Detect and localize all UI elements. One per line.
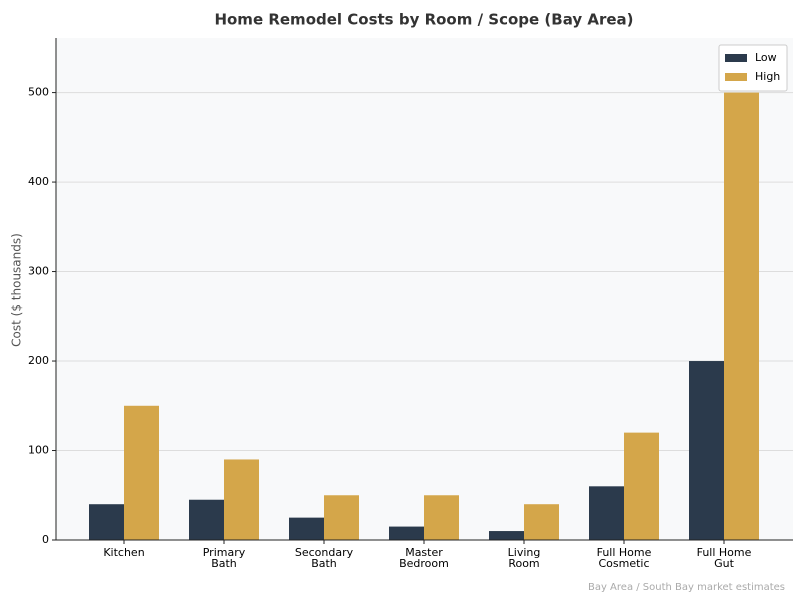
y-tick-label: 500 — [28, 86, 49, 99]
chart-title: Home Remodel Costs by Room / Scope (Bay … — [214, 11, 633, 29]
x-tick-label: Primary Bath — [203, 546, 246, 570]
bar — [724, 92, 759, 541]
x-tick-label: Living Room — [508, 546, 541, 570]
plot-area — [56, 38, 793, 540]
y-tick-label: 0 — [42, 533, 49, 546]
bar — [589, 486, 624, 540]
bar — [689, 361, 724, 540]
bar — [224, 459, 259, 540]
bar — [524, 504, 559, 540]
bar — [289, 517, 324, 540]
legend-label: High — [755, 70, 780, 83]
legend-swatch — [725, 54, 747, 62]
x-tick-label: Master Bedroom — [399, 546, 449, 570]
y-tick-label: 400 — [28, 175, 49, 188]
bar — [124, 405, 159, 540]
legend-box — [718, 44, 788, 92]
legend-swatch — [725, 73, 747, 81]
y-tick-label: 200 — [28, 354, 49, 367]
footnote: Bay Area / South Bay market estimates — [588, 582, 785, 593]
legend-label: Low — [755, 51, 777, 64]
bar — [189, 499, 224, 540]
bar — [489, 531, 524, 540]
y-tick-label: 300 — [28, 265, 49, 278]
x-tick-label: Full Home Gut — [697, 546, 752, 570]
bar — [324, 495, 359, 540]
bar — [624, 432, 659, 540]
bar — [89, 504, 124, 540]
x-tick-label: Full Home Cosmetic — [597, 546, 652, 570]
x-tick-label: Kitchen — [103, 546, 144, 559]
y-tick-label: 100 — [28, 444, 49, 457]
bar — [424, 495, 459, 540]
x-tick-label: Secondary Bath — [295, 546, 354, 570]
bar — [389, 526, 424, 540]
y-axis-label: Cost ($ thousands) — [10, 233, 24, 347]
